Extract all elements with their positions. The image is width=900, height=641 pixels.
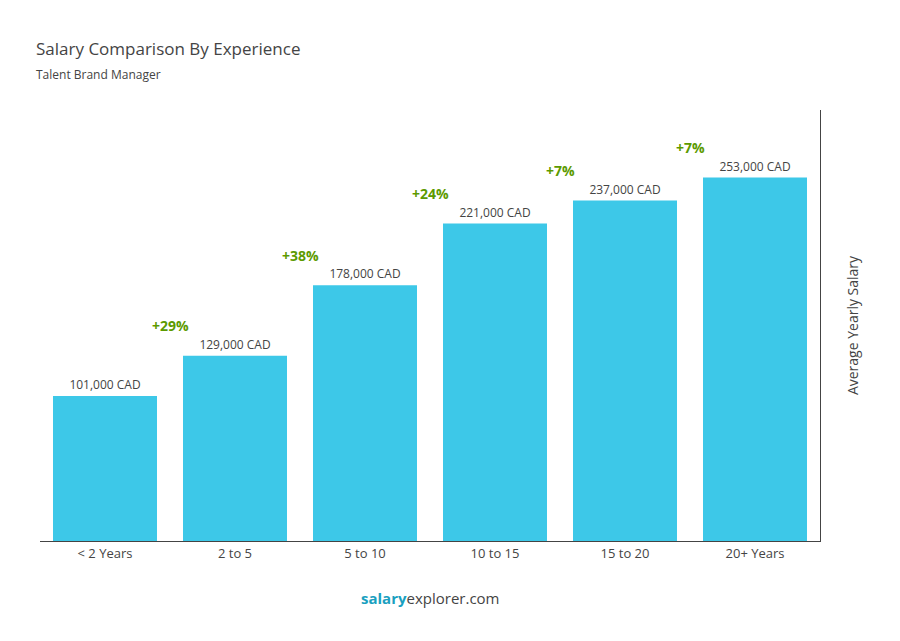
svg-text:5 to 10: 5 to 10 xyxy=(344,544,386,562)
svg-text:+7%: +7% xyxy=(676,138,705,157)
svg-text:253,000 CAD: 253,000 CAD xyxy=(719,158,790,175)
svg-text:+29%: +29% xyxy=(152,316,189,335)
svg-text:221,000 CAD: 221,000 CAD xyxy=(459,204,530,221)
svg-text:Talent Brand Manager: Talent Brand Manager xyxy=(36,66,161,83)
svg-text:Salary Comparison By Experienc: Salary Comparison By Experience xyxy=(36,37,300,60)
svg-text:Average Yearly Salary: Average Yearly Salary xyxy=(843,255,862,395)
svg-text:+7%: +7% xyxy=(546,161,575,180)
svg-text:20+ Years: 20+ Years xyxy=(726,544,785,562)
svg-text:15 to 20: 15 to 20 xyxy=(601,544,650,562)
svg-text:129,000 CAD: 129,000 CAD xyxy=(199,336,270,353)
svg-text:< 2 Years: < 2 Years xyxy=(78,544,133,562)
svg-text:+24%: +24% xyxy=(412,184,449,203)
svg-text:178,000 CAD: 178,000 CAD xyxy=(329,265,400,282)
svg-text:2 to 5: 2 to 5 xyxy=(218,544,252,562)
svg-text:salaryexplorer.com: salaryexplorer.com xyxy=(361,588,499,608)
svg-text:10 to 15: 10 to 15 xyxy=(471,544,520,562)
svg-text:+38%: +38% xyxy=(282,246,319,265)
svg-text:101,000 CAD: 101,000 CAD xyxy=(69,376,140,393)
svg-text:237,000 CAD: 237,000 CAD xyxy=(589,181,660,198)
